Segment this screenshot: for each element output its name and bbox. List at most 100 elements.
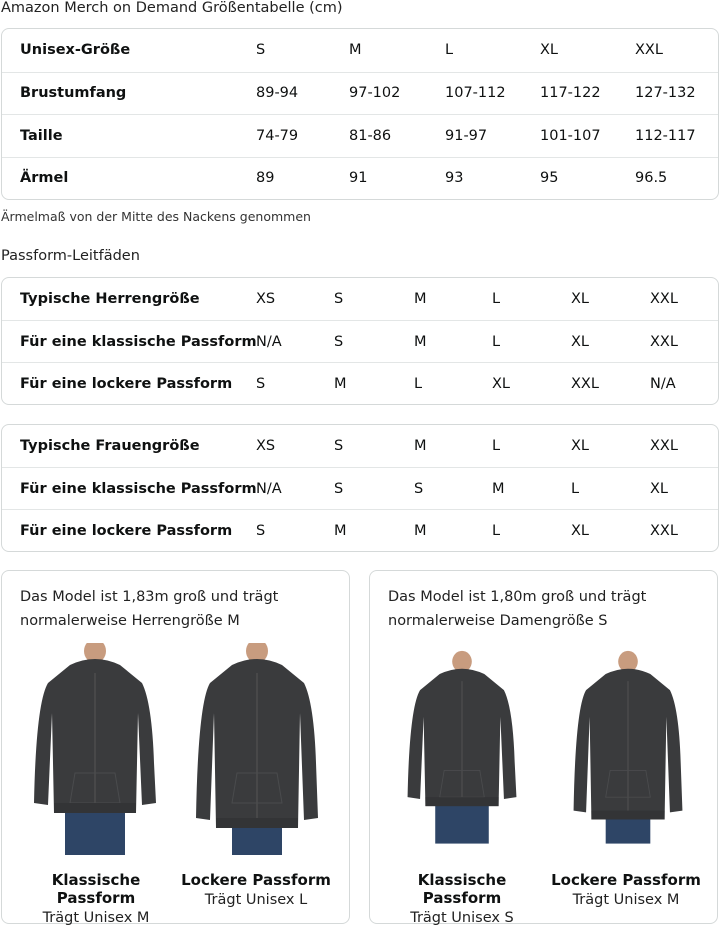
model-description-line2: normalerweise Damengröße S — [388, 613, 608, 629]
table-cell: 117-122 — [540, 85, 601, 102]
table-cell: 97-102 — [349, 85, 401, 102]
row-label: Taille — [20, 127, 63, 144]
table-cell: 95 — [540, 170, 559, 187]
table-cell: 91 — [349, 170, 368, 187]
fit-size: Trägt Unisex S — [410, 910, 514, 926]
table-cell: L — [492, 291, 501, 307]
fit-title: Klassische Passform — [417, 871, 507, 907]
women-model-card: Das Model ist 1,80m groß und trägt normal… — [369, 570, 718, 926]
table-cell: 127-132 — [635, 85, 696, 102]
men-fit-table: Typische Herrengröße XS S M L XL XXL Für eine k… — [1, 277, 719, 405]
table-cell: S — [256, 42, 266, 59]
fit-title: Lockere Passform — [181, 871, 331, 889]
table-row: Typische Herrengröße XS S M L XL XXL — [2, 278, 718, 320]
size-chart-table: Unisex-Größe S M L XL XXL Brustumfang 89-94 97-1… — [1, 28, 719, 200]
row-label: Ärmel — [20, 170, 69, 187]
table-cell: S — [256, 375, 266, 392]
table-cell: S — [334, 291, 344, 307]
table-row: Für eine lockere Passform S M M L XL XXL — [2, 509, 718, 551]
model-photo — [404, 643, 520, 859]
table-cell: 96.5 — [635, 170, 668, 187]
table-cell: L — [571, 480, 580, 497]
table-cell: 93 — [445, 170, 464, 187]
table-row: Für eine klassische Passform N/A S M L XL XXL — [2, 320, 718, 362]
table-cell: XL — [650, 480, 669, 497]
table-cell: N/A — [256, 480, 282, 497]
table-cell: XL — [492, 375, 511, 392]
fit-title: Klassische Passform — [51, 871, 141, 907]
table-cell: M — [414, 291, 427, 307]
fit-guides-title: Passform-Leitfäden — [1, 248, 140, 264]
row-label: Für eine lockere Passform — [20, 375, 233, 392]
fit-title: Lockere Passform — [551, 871, 701, 889]
table-cell: XXL — [571, 375, 599, 392]
sleeve-note: Ärmelmaß von der Mitte des Nackens genom… — [1, 209, 311, 224]
table-cell: XL — [571, 333, 590, 350]
table-cell: 74-79 — [256, 127, 299, 144]
row-label: Typische Frauengröße — [20, 438, 200, 454]
table-cell: 101-107 — [540, 127, 601, 144]
table-row: Ärmel 89 91 93 95 96.5 — [2, 156, 718, 200]
table-cell: XXL — [650, 291, 678, 307]
table-cell: XS — [256, 291, 276, 307]
table-cell: L — [492, 438, 501, 454]
table-cell: 112-117 — [635, 127, 696, 144]
table-cell: XL — [540, 42, 559, 59]
table-cell: S — [414, 480, 424, 497]
model-description-line1: Das Model ist 1,80m groß und trägt — [388, 589, 647, 605]
table-cell: 91-97 — [445, 127, 488, 144]
table-cell: L — [445, 42, 454, 59]
table-cell: M — [334, 522, 347, 539]
table-cell: N/A — [256, 333, 282, 350]
fit-size: Trägt Unisex L — [204, 892, 308, 908]
table-row: Taille 74-79 81-86 91-97 101-107 112-117 — [2, 114, 718, 157]
fit-size: Trägt Unisex M — [572, 892, 680, 908]
model-description-line1: Das Model ist 1,83m groß und trägt — [20, 589, 279, 605]
model-photo — [570, 643, 686, 859]
table-cell: 89-94 — [256, 85, 299, 102]
table-cell: L — [492, 333, 501, 350]
table-row: Brustumfang 89-94 97-102 107-112 117-122 127-… — [2, 71, 718, 115]
women-fit-table: Typische Frauengröße XS S M L XL XXL Für eine k… — [1, 424, 719, 552]
model-photo — [30, 639, 160, 859]
table-row: Unisex-Größe S M L XL XXL — [2, 29, 718, 72]
table-cell: XXL — [650, 438, 678, 454]
table-row: Typische Frauengröße XS S M L XL XXL — [2, 425, 718, 467]
table-cell: M — [349, 42, 362, 59]
men-model-card: Das Model ist 1,83m groß und trägt normal… — [1, 570, 350, 926]
table-cell: S — [256, 522, 266, 539]
table-cell: L — [492, 522, 501, 539]
table-cell: XL — [571, 522, 590, 539]
table-cell: XXL — [650, 333, 678, 350]
table-cell: M — [492, 480, 505, 497]
table-cell: XXL — [635, 42, 663, 59]
model-photo — [192, 639, 322, 859]
table-cell: S — [334, 480, 344, 497]
table-cell: M — [414, 333, 427, 350]
table-cell: XL — [571, 291, 590, 307]
table-cell: 89 — [256, 170, 275, 187]
table-cell: L — [414, 375, 423, 392]
table-row: Für eine klassische Passform N/A S S M L XL — [2, 467, 718, 509]
table-cell: M — [334, 375, 347, 392]
row-label: Für eine lockere Passform — [20, 522, 233, 539]
table-cell: XS — [256, 438, 276, 454]
model-description-line2: normalerweise Herrengröße M — [20, 613, 240, 629]
row-label: Für eine klassische Passform — [20, 480, 257, 497]
table-row: Für eine lockere Passform S M L XL XXL N/A — [2, 362, 718, 404]
row-label: Typische Herrengröße — [20, 291, 200, 307]
size-chart-title: Amazon Merch on Demand Größentabelle (cm… — [1, 0, 343, 16]
table-cell: XXL — [650, 522, 678, 539]
table-cell: M — [414, 438, 427, 454]
table-cell: 81-86 — [349, 127, 392, 144]
table-cell: S — [334, 333, 344, 350]
row-label: Brustumfang — [20, 85, 127, 102]
row-label: Für eine klassische Passform — [20, 333, 257, 350]
fit-size: Trägt Unisex M — [42, 910, 150, 926]
table-cell: S — [334, 438, 344, 454]
row-label: Unisex-Größe — [20, 42, 131, 59]
table-cell: XL — [571, 438, 590, 454]
table-cell: N/A — [650, 375, 676, 392]
table-cell: 107-112 — [445, 85, 506, 102]
table-cell: M — [414, 522, 427, 539]
